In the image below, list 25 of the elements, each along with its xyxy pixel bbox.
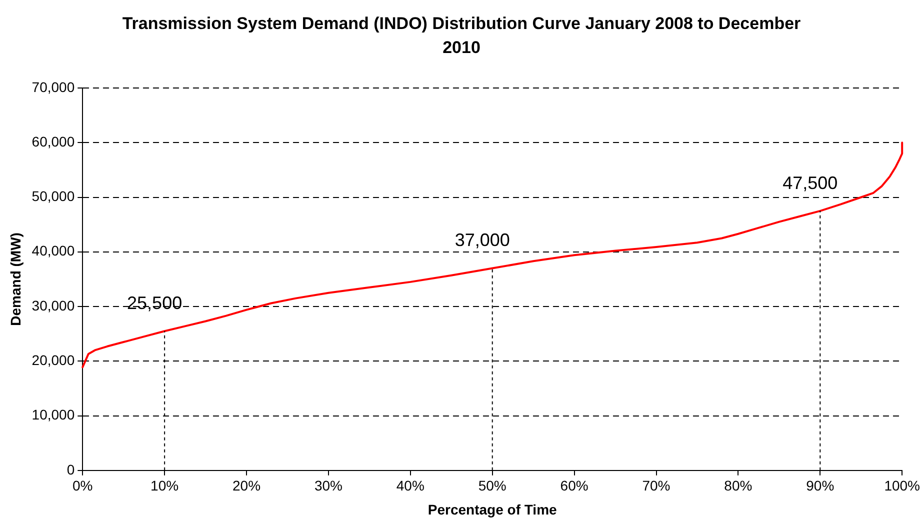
x-tick-label: 100%: [884, 478, 920, 494]
x-tick-label: 30%: [314, 478, 342, 494]
y-tick-label: 30,000: [32, 297, 75, 314]
chart-title: Transmission System Demand (INDO) Distribution Curve January 2008 to December 2010: [121, 13, 802, 59]
x-tick-label: 60%: [560, 478, 588, 494]
y-tick-label: 70,000: [32, 78, 75, 95]
x-tick-label: 50%: [478, 478, 506, 494]
y-tick-label: 40,000: [32, 242, 75, 259]
y-tick-label: 60,000: [32, 133, 75, 150]
y-axis-title: Demand (MW): [7, 232, 24, 326]
x-tick-label: 70%: [642, 478, 670, 494]
x-axis-title: Percentage of Time: [428, 501, 558, 518]
x-tick-label: 0%: [72, 478, 93, 494]
x-tick-label: 40%: [396, 478, 424, 494]
x-tick-label: 90%: [806, 478, 834, 494]
annotation: 25,500: [127, 293, 182, 314]
y-tick-label: 10,000: [32, 406, 75, 423]
x-tick-label: 80%: [724, 478, 752, 494]
x-tick-label: 20%: [232, 478, 261, 494]
x-tick-label: 10%: [150, 478, 179, 494]
y-tick-label: 20,000: [32, 352, 75, 368]
annotation: 47,500: [782, 172, 838, 193]
y-tick-label: 0: [66, 461, 75, 478]
annotation: 37,000: [454, 230, 510, 250]
y-tick-label: 50,000: [32, 188, 75, 204]
